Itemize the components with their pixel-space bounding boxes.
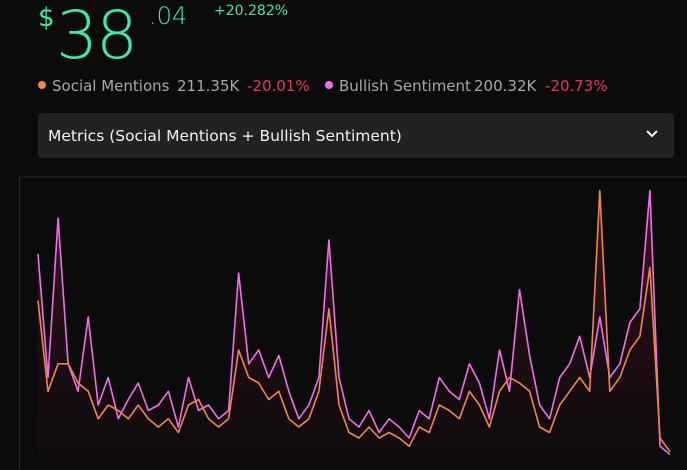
price-currency: $ xyxy=(38,3,55,33)
chart xyxy=(37,189,671,460)
legend-name: Social Mentions xyxy=(52,77,170,95)
legend-dot xyxy=(38,81,46,89)
price-change: +20.282% xyxy=(214,3,288,19)
legend-change: -20.73% xyxy=(545,77,608,95)
metrics-dropdown[interactable]: Metrics (Social Mentions + Bullish Senti… xyxy=(38,113,674,158)
legend-dot xyxy=(325,81,333,89)
price-decimals: .04 xyxy=(149,2,187,30)
series-line xyxy=(37,189,671,456)
dropdown-label[interactable]: Metrics (Social Mentions + Bullish Senti… xyxy=(48,127,402,145)
legend-value: 200.32K xyxy=(474,77,537,95)
legend-name: Bullish Sentiment xyxy=(339,77,471,95)
area-shade xyxy=(38,190,670,460)
series-line xyxy=(37,189,671,453)
legend-change: -20.01% xyxy=(247,77,310,95)
legend-value: 211.35K xyxy=(177,77,240,95)
price-integer: 38 xyxy=(56,0,136,74)
dropdown-box[interactable] xyxy=(38,113,674,158)
dropdown-chevron[interactable] xyxy=(646,130,658,138)
